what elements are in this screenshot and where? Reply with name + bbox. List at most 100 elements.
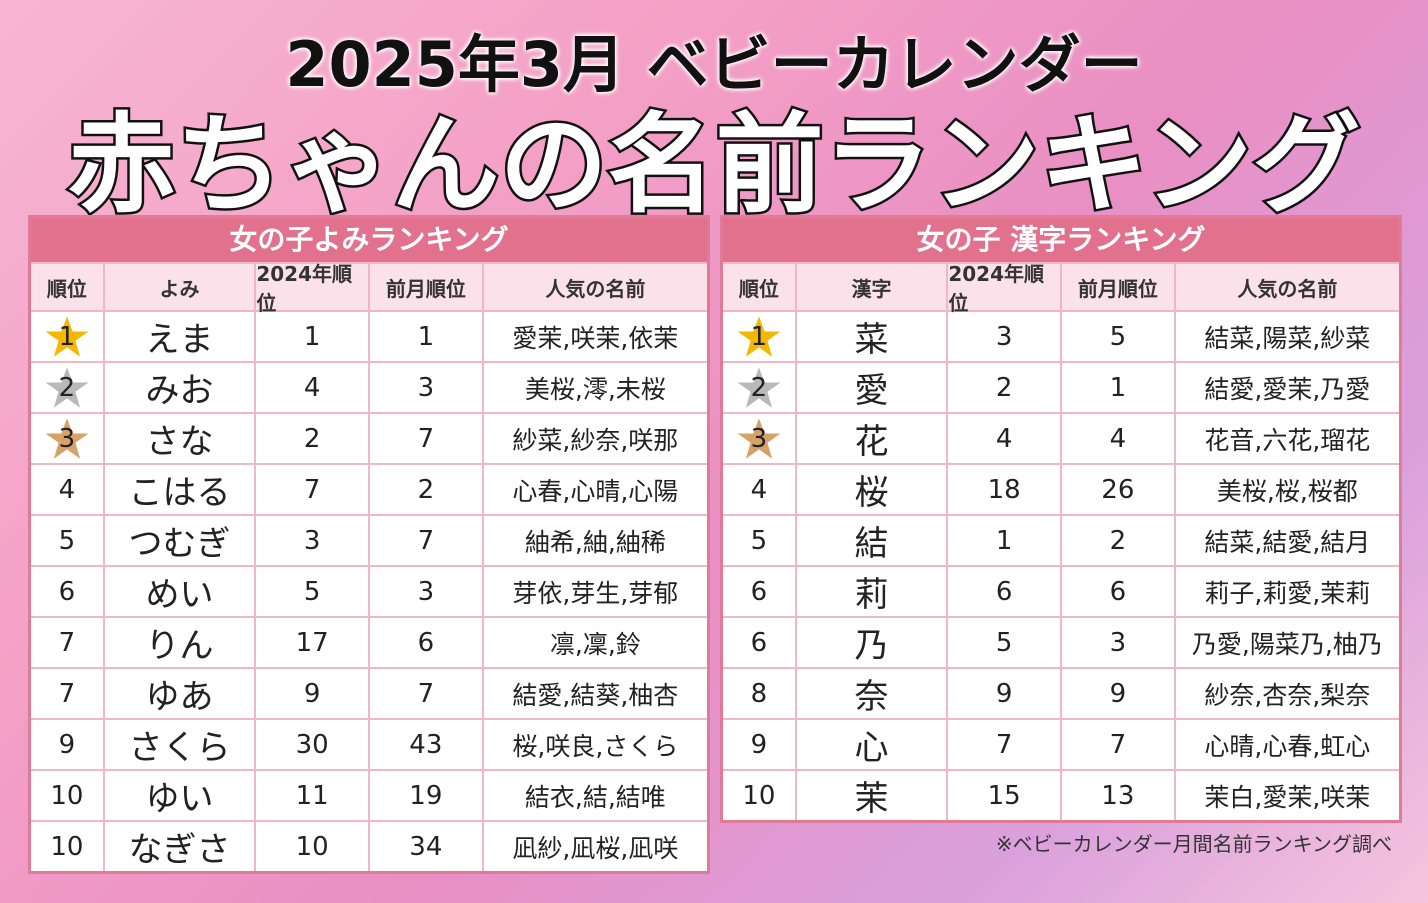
cell: 結愛,愛茉,乃愛: [1173, 363, 1399, 412]
cell: 2: [254, 414, 368, 463]
cell: 結菜,陽菜,紗菜: [1173, 312, 1399, 361]
column-header: 漢字: [794, 264, 947, 310]
rank-number: 1: [58, 321, 76, 352]
header-line1: 2025年3月 ベビーカレンダー: [285, 28, 1143, 101]
table-row: 9 心 7 7 心晴,心春,虹心: [723, 718, 1399, 769]
cell: 7: [254, 465, 368, 514]
column-header: よみ: [102, 264, 255, 310]
cell: 凛,凜,鈴: [481, 618, 707, 667]
table-row: 10 ゆい 11 19 結衣,結,結唯: [31, 769, 707, 820]
cell: 結衣,結,結唯: [481, 771, 707, 820]
cell: 莉: [794, 567, 947, 616]
header-row: 順位 よみ 2024年順位 前月順位 人気の名前: [31, 262, 707, 315]
cell: 1: [1060, 363, 1174, 412]
cell: こはる: [102, 465, 255, 514]
cell: えま: [102, 312, 255, 361]
column-header: 前月順位: [368, 264, 482, 310]
cell: 3: [31, 414, 103, 463]
cell: さくら: [102, 720, 255, 769]
table-row: 9 さくら 30 43 桜,咲良,さくら: [31, 718, 707, 769]
rank-star: [734, 313, 784, 359]
ranking-table: 女の子 漢字ランキング 順位 漢字 2024年順位 前月順位 人気の名前 1 菜 3 5 結菜,陽菜…: [720, 215, 1402, 823]
cell: 2: [1060, 516, 1174, 565]
cell: 美桜,澪,未桜: [481, 363, 707, 412]
cell: 9: [58, 729, 76, 760]
cell: 3: [1060, 618, 1174, 667]
cell: つむぎ: [102, 516, 255, 565]
table-row: 6 乃 5 3 乃愛,陽菜乃,柚乃: [723, 616, 1399, 667]
cell: 結: [794, 516, 947, 565]
cell: 9: [1060, 669, 1174, 718]
rank-star: [42, 313, 92, 359]
table-row: 10 茉 15 13 茉白,愛茉,咲茉: [723, 769, 1399, 820]
cell: 7: [368, 516, 482, 565]
table-row: 8 奈 9 9 紗奈,杏奈,梨奈: [723, 667, 1399, 718]
cell: 結愛,結葵,柚杏: [481, 669, 707, 718]
cell: 3: [946, 312, 1060, 361]
cell: 3: [723, 414, 795, 463]
header-row: 順位 漢字 2024年順位 前月順位 人気の名前: [723, 262, 1399, 315]
cell: 紬希,紬,紬稀: [481, 516, 707, 565]
cell: 心春,心晴,心陽: [481, 465, 707, 514]
rank-number: 1: [750, 321, 768, 352]
cell: 6: [750, 627, 768, 658]
cell: 凪紗,凪桜,凪咲: [481, 822, 707, 871]
cell: 1: [368, 312, 482, 361]
cell: 結菜,結愛,結月: [1173, 516, 1399, 565]
cell: 7: [58, 627, 76, 658]
cell: 2: [946, 363, 1060, 412]
cell: 3: [368, 567, 482, 616]
cell: 6: [1060, 567, 1174, 616]
cell: 紗奈,杏奈,梨奈: [1173, 669, 1399, 718]
header-line2: 赤ちゃんの名前ランキング: [65, 101, 1363, 231]
cell: 菜: [794, 312, 947, 361]
cell: 10: [50, 780, 84, 811]
cell: 7: [946, 720, 1060, 769]
table-row: 5 つむぎ 3 7 紬希,紬,紬稀: [31, 514, 707, 565]
cell: なぎさ: [102, 822, 255, 871]
cell: 桜: [794, 465, 947, 514]
cell: 5: [1060, 312, 1174, 361]
column-header: 2024年順位: [254, 262, 368, 315]
ranking-table: 女の子よみランキング 順位 よみ 2024年順位 前月順位 人気の名前 1 えま 1 1 愛茉,咲茉…: [28, 215, 710, 874]
table-row: 2 みお 4 3 美桜,澪,未桜: [31, 361, 707, 412]
cell: 奈: [794, 669, 947, 718]
column-header: 2024年順位: [946, 262, 1060, 315]
cell: 7: [368, 669, 482, 718]
table-row: 1 えま 1 1 愛茉,咲茉,依茉: [31, 310, 707, 361]
cell: 心: [794, 720, 947, 769]
table-row: 7 りん 17 6 凛,凜,鈴: [31, 616, 707, 667]
column-header: 順位: [46, 276, 87, 301]
cell: 心晴,心春,虹心: [1173, 720, 1399, 769]
table-row: 3 花 4 4 花音,六花,瑠花: [723, 412, 1399, 463]
table-row: 3 さな 2 7 紗菜,紗奈,咲那: [31, 412, 707, 463]
cell: 4: [1060, 414, 1174, 463]
cell: 13: [1060, 771, 1174, 820]
column-header: 人気の名前: [1173, 264, 1399, 310]
table-row: 6 めい 5 3 芽依,芽生,芽郁: [31, 565, 707, 616]
cell: 30: [254, 720, 368, 769]
cell: 9: [750, 729, 768, 760]
rank-star: [734, 415, 784, 461]
cell: 4: [254, 363, 368, 412]
cell: 乃: [794, 618, 947, 667]
cell: みお: [102, 363, 255, 412]
cell: 4: [58, 474, 76, 505]
cell: 7: [58, 678, 76, 709]
cell: 3: [368, 363, 482, 412]
rank-number: 2: [750, 372, 768, 403]
cell: 莉子,莉愛,茉莉: [1173, 567, 1399, 616]
cell: 2: [368, 465, 482, 514]
cell: 34: [368, 822, 482, 871]
cell: 茉白,愛茉,咲茉: [1173, 771, 1399, 820]
table-row: 10 なぎさ 10 34 凪紗,凪桜,凪咲: [31, 820, 707, 871]
column-header: 前月順位: [1060, 264, 1174, 310]
cell: 愛茉,咲茉,依茉: [481, 312, 707, 361]
cell: 7: [1060, 720, 1174, 769]
cell: 10: [50, 831, 84, 862]
cell: 6: [946, 567, 1060, 616]
cell: 11: [254, 771, 368, 820]
cell: 紗菜,紗奈,咲那: [481, 414, 707, 463]
cell: 3: [254, 516, 368, 565]
cell: りん: [102, 618, 255, 667]
